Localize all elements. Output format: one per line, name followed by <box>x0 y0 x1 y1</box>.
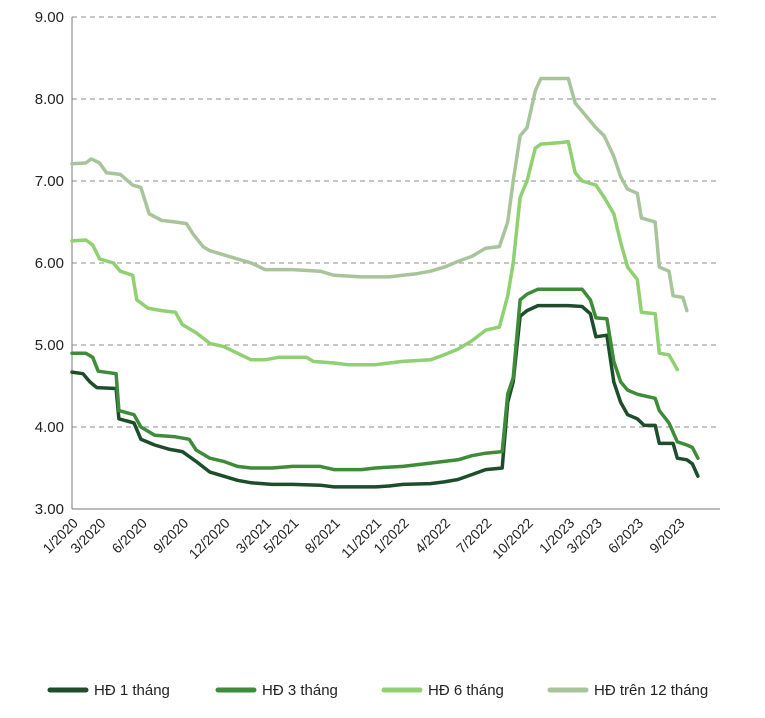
x-tick-label: 6/2023 <box>605 515 647 557</box>
y-tick-label: 7.00 <box>35 173 64 190</box>
y-tick-label: 8.00 <box>35 91 64 108</box>
x-tick-label: 4/2022 <box>412 515 454 557</box>
y-tick-label: 3.00 <box>35 501 64 518</box>
legend-label-3: HĐ 6 tháng <box>428 682 504 699</box>
y-tick-label: 9.00 <box>35 9 64 26</box>
y-tick-label: 6.00 <box>35 255 64 272</box>
x-tick-label: 6/2020 <box>108 515 150 557</box>
series-line-1 <box>70 303 700 489</box>
legend-label-1: HĐ 1 tháng <box>94 682 170 699</box>
y-tick-label: 4.00 <box>35 419 64 436</box>
x-tick-label: 12/2020 <box>186 515 233 562</box>
x-tick-label: 9/2023 <box>646 515 688 557</box>
legend-label-4: HĐ trên 12 tháng <box>594 682 708 699</box>
y-tick-label: 5.00 <box>35 337 64 354</box>
series-line-4 <box>70 76 689 313</box>
series-line-3 <box>70 139 680 372</box>
x-tick-label: 10/2022 <box>489 515 536 562</box>
legend-label-2: HĐ 3 tháng <box>262 682 338 699</box>
series-line-2 <box>70 287 700 472</box>
